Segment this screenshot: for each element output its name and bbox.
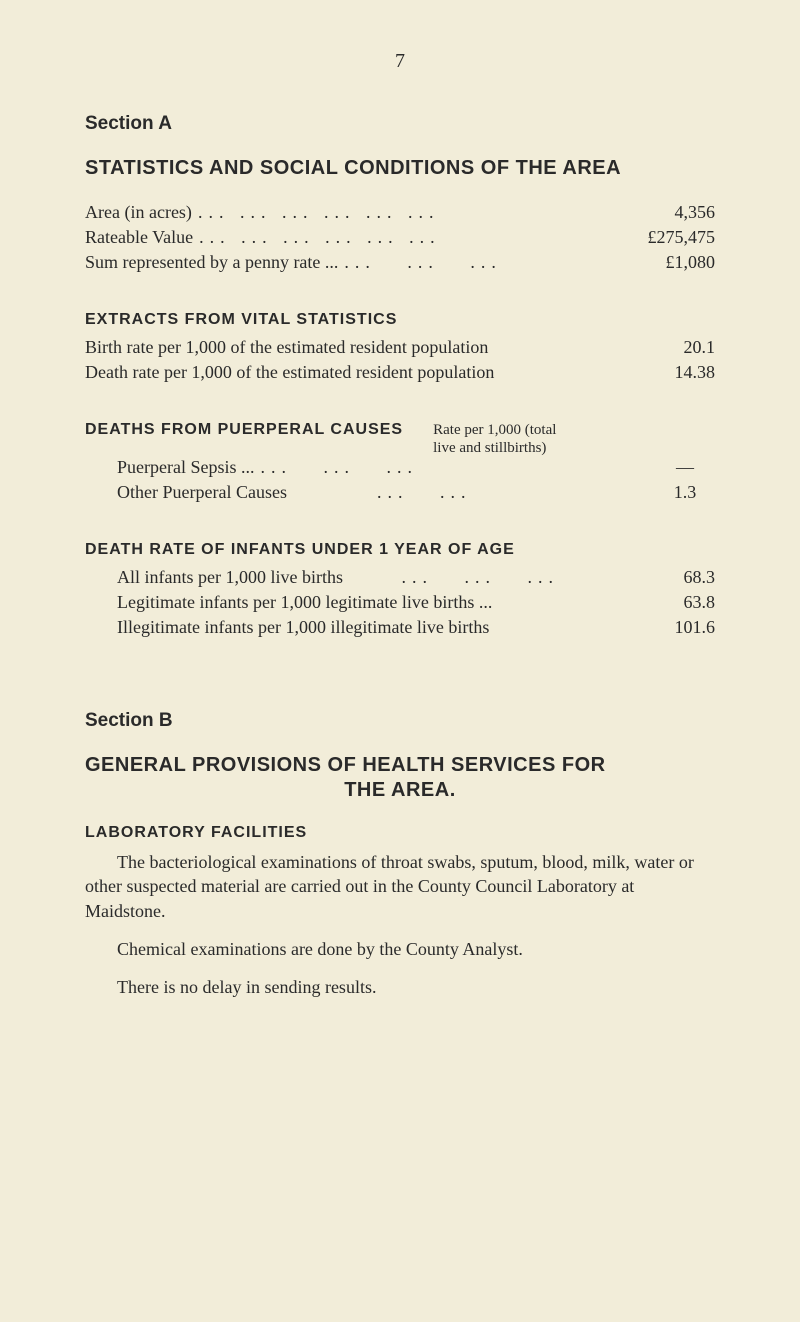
dots-fill: ... ... ... ... ... ...	[193, 227, 647, 248]
stat-row: Rateable Value ... ... ... ... ... ... £…	[85, 227, 715, 248]
dots-fill: ... ... ...	[343, 567, 684, 588]
infant-label: All infants per 1,000 live births	[117, 567, 343, 588]
vital-row: Birth rate per 1,000 of the estimated re…	[85, 337, 715, 358]
puerperal-row: Puerperal Sepsis ... ... ... ... —	[85, 457, 715, 478]
infant-label: Illegitimate infants per 1,000 illegitim…	[117, 617, 489, 638]
vital-label: Birth rate per 1,000 of the estimated re…	[85, 337, 488, 358]
chem-paragraph: Chemical examinations are done by the Co…	[85, 937, 715, 961]
stat-row: Sum represented by a penny rate ... ... …	[85, 252, 715, 273]
section-b-label: Section B	[85, 710, 715, 732]
puerperal-value: 1.3	[655, 482, 715, 503]
stat-value: 4,356	[675, 202, 716, 223]
lab-heading: LABORATORY FACILITIES	[85, 824, 715, 842]
section-a-label: Section A	[85, 113, 715, 135]
vital-heading: EXTRACTS FROM VITAL STATISTICS	[85, 311, 715, 329]
puerperal-label: Puerperal Sepsis ...	[117, 457, 254, 478]
puerperal-label: Other Puerperal Causes	[117, 482, 287, 503]
puerperal-note-line2: live and stillbirths)	[433, 440, 546, 456]
dots-fill: ... ... ... ... ... ...	[192, 202, 675, 223]
stat-label: Rateable Value	[85, 227, 193, 248]
stat-label: Sum represented by a penny rate ...	[85, 252, 338, 273]
puerperal-heading: DEATHS FROM PUERPERAL CAUSES	[85, 421, 403, 439]
section-a-title: STATISTICS AND SOCIAL CONDITIONS OF THE …	[85, 157, 715, 180]
dots-fill: ... ...	[287, 482, 655, 503]
delay-paragraph: There is no delay in sending results.	[85, 975, 715, 999]
infant-row: Legitimate infants per 1,000 legitimate …	[85, 592, 715, 613]
puerperal-row: Other Puerperal Causes ... ... 1.3	[85, 482, 715, 503]
vital-value: 20.1	[684, 337, 716, 358]
section-b-title-line1: GENERAL PROVISIONS OF HEALTH SERVICES FO…	[85, 754, 715, 777]
stat-value: £275,475	[648, 227, 716, 248]
puerperal-value: —	[655, 457, 715, 478]
vital-value: 14.38	[675, 362, 716, 383]
stat-label: Area (in acres)	[85, 202, 192, 223]
infant-row: Illegitimate infants per 1,000 illegitim…	[85, 617, 715, 638]
lab-paragraph: The bacteriological examinations of thro…	[85, 850, 715, 923]
infant-label: Legitimate infants per 1,000 legitimate …	[117, 592, 492, 613]
page-number: 7	[85, 50, 715, 73]
dots-fill: ... ... ...	[254, 457, 655, 478]
stat-row: Area (in acres) ... ... ... ... ... ... …	[85, 202, 715, 223]
infant-row: All infants per 1,000 live births ... ..…	[85, 567, 715, 588]
puerperal-note-line1: Rate per 1,000 (total	[433, 422, 556, 438]
stat-value: £1,080	[666, 252, 716, 273]
infant-heading: DEATH RATE OF INFANTS UNDER 1 YEAR OF AG…	[85, 541, 715, 559]
infant-value: 63.8	[683, 592, 715, 613]
section-b-title-line2: THE AREA.	[85, 779, 715, 802]
vital-label: Death rate per 1,000 of the estimated re…	[85, 362, 494, 383]
puerperal-note: Rate per 1,000 (total live and stillbirt…	[433, 421, 556, 457]
infant-value: 68.3	[684, 567, 716, 588]
infant-value: 101.6	[674, 617, 715, 638]
dots-fill: ... ... ...	[338, 252, 665, 273]
vital-row: Death rate per 1,000 of the estimated re…	[85, 362, 715, 383]
